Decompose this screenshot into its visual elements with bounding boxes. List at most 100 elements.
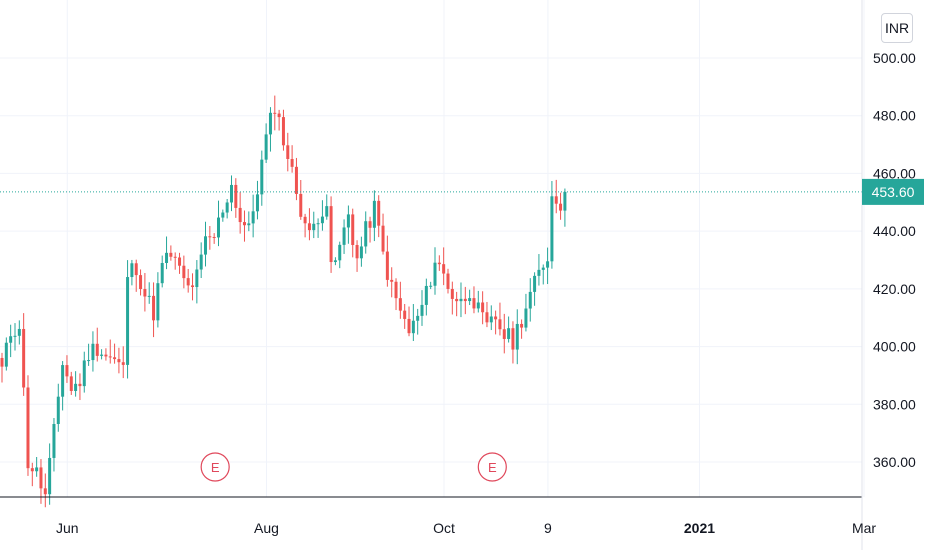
y-axis-ticks[interactable]: 360.00 380.00 400.00 420.00 440.00 460.00 480.…: [873, 50, 916, 470]
candle-body: [173, 256, 177, 258]
candle-body: [541, 267, 545, 270]
candle-down: [186, 268, 190, 293]
candle-up: [225, 198, 229, 219]
candle-up: [61, 361, 65, 411]
candle-up: [260, 150, 264, 206]
candle-up: [251, 194, 255, 238]
candle-body: [476, 302, 480, 309]
candle-up: [156, 272, 160, 328]
candle-up: [524, 293, 528, 332]
candle-body: [437, 262, 441, 265]
candle-down: [117, 347, 121, 374]
candle-body: [524, 308, 528, 328]
candle-down: [134, 259, 138, 292]
candle-up: [204, 221, 208, 267]
x-axis-ticks[interactable]: Jun Aug Oct 9 2021 Mar: [56, 520, 876, 536]
candle-body: [277, 113, 281, 118]
candle-down: [238, 192, 242, 234]
candle-body: [385, 251, 389, 280]
candle-body: [450, 288, 454, 299]
candle-down: [463, 286, 467, 315]
candle-body: [446, 273, 450, 289]
candle-down: [43, 473, 47, 508]
candle-body: [511, 328, 515, 350]
candle-up: [550, 181, 554, 269]
x-tick-label: 9: [544, 520, 552, 536]
candle-up: [459, 282, 463, 318]
candle-body: [113, 357, 117, 360]
candle-up: [476, 290, 480, 313]
candle-body: [342, 227, 346, 245]
candle-up: [563, 188, 567, 227]
candle-body: [165, 252, 169, 264]
earnings-marker[interactable]: E: [200, 452, 230, 482]
candle-down: [113, 343, 117, 364]
candle-body: [494, 316, 498, 320]
candle-body: [554, 196, 558, 204]
currency-selector-button[interactable]: INR: [881, 13, 913, 43]
candle-body: [407, 318, 411, 334]
candle-body: [455, 298, 459, 302]
candle-body: [242, 222, 246, 226]
candle-body: [156, 283, 160, 321]
candle-body: [108, 356, 112, 358]
candle-body: [143, 289, 147, 297]
candle-up: [420, 290, 424, 326]
candle-down: [554, 179, 558, 214]
candle-up: [346, 205, 350, 244]
candle-up: [507, 316, 511, 343]
candle-down: [307, 208, 311, 241]
candle-down: [191, 273, 195, 301]
candle-body: [39, 467, 43, 489]
candle-body: [255, 194, 259, 212]
candle-body: [346, 214, 350, 228]
candle-body: [520, 323, 524, 328]
candle-body: [225, 202, 229, 213]
candle-down: [143, 272, 147, 312]
candle-body: [463, 298, 467, 302]
candle-body: [320, 216, 324, 224]
candle-body: [485, 312, 489, 323]
earnings-marker[interactable]: E: [477, 452, 507, 482]
candle-down: [394, 278, 398, 311]
candle-body: [95, 343, 99, 356]
candle-body: [229, 184, 233, 203]
candle-body: [191, 285, 195, 288]
candle-down: [178, 252, 182, 274]
candle-body: [281, 117, 285, 146]
candle-up: [433, 247, 437, 295]
candle-body: [533, 275, 537, 292]
candle-body: [13, 335, 17, 337]
candles: [0, 95, 567, 508]
candle-down: [381, 213, 385, 255]
y-tick-label: 500.00: [873, 50, 916, 66]
candle-body: [303, 216, 307, 224]
candle-up: [247, 211, 251, 232]
candle-body: [48, 457, 52, 495]
candle-body: [238, 207, 242, 223]
candle-down: [78, 373, 82, 401]
candle-body: [217, 217, 220, 238]
candle-down: [450, 281, 454, 315]
y-tick-label: 420.00: [873, 281, 916, 297]
candle-down: [398, 281, 402, 319]
candle-down: [95, 327, 99, 362]
candle-down: [173, 252, 177, 270]
candle-body: [234, 184, 238, 208]
candle-up: [165, 236, 169, 270]
candle-down: [481, 291, 485, 325]
candle-body: [147, 295, 151, 297]
candle-down: [121, 346, 125, 379]
last-price-text: 453.60: [872, 184, 915, 200]
candle-up: [48, 443, 52, 505]
candle-body: [515, 323, 519, 350]
candle-up: [229, 175, 233, 212]
candle-body: [186, 278, 190, 286]
candle-body: [91, 343, 95, 361]
candle-body: [221, 212, 225, 218]
candle-up: [424, 278, 428, 316]
candle-body: [355, 244, 359, 259]
candle-up: [130, 259, 134, 286]
candle-down: [65, 355, 69, 383]
